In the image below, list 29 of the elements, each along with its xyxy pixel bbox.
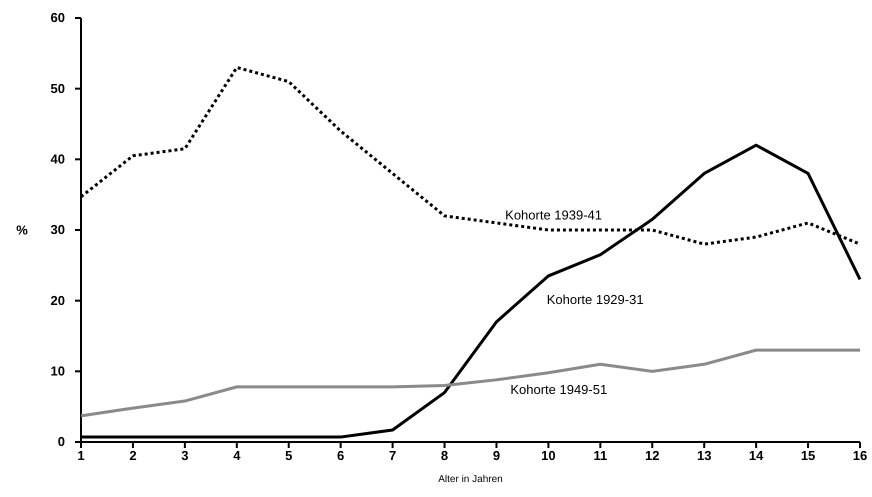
x-tick-label: 12 [645,448,660,464]
x-tick-label: 14 [748,448,764,464]
y-tick-label: 30 [50,222,65,238]
series-label: Kohorte 1929-31 [546,292,644,308]
line-series [80,348,862,418]
x-tick-label: 1 [77,448,85,464]
y-tick-label: 20 [50,292,65,308]
series-label: Kohorte 1939-41 [505,207,602,222]
x-tick-label: 6 [337,448,344,464]
x-tick-label: 16 [852,448,868,464]
y-axis-title: % [16,222,28,238]
x-tick-label: 8 [440,448,448,464]
y-tick-label: 60 [50,10,65,26]
x-tick-label: 13 [696,448,712,464]
x-axis-title: Alter in Jahren [438,474,503,485]
x-tick-label: 3 [181,448,188,464]
x-tick-label: 4 [233,448,242,464]
x-tick-label: 11 [593,448,608,464]
y-tick-label: 10 [50,363,65,378]
y-tick-label: 40 [50,151,65,166]
x-tick-label: 9 [492,448,500,464]
x-tick-label: 7 [388,448,396,464]
y-tick-label: 50 [50,80,65,96]
x-tick-label: 10 [541,448,556,464]
x-tick-label: 5 [285,448,292,464]
x-tick-label: 2 [129,448,137,464]
y-tick-label: 0 [58,434,65,450]
x-tick-label: 15 [800,448,816,464]
series-label: Kohorte 1949-51 [510,382,608,397]
